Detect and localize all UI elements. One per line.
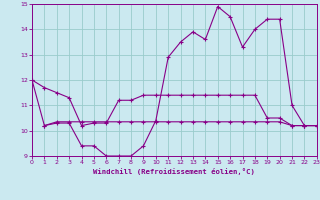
X-axis label: Windchill (Refroidissement éolien,°C): Windchill (Refroidissement éolien,°C) (93, 168, 255, 175)
